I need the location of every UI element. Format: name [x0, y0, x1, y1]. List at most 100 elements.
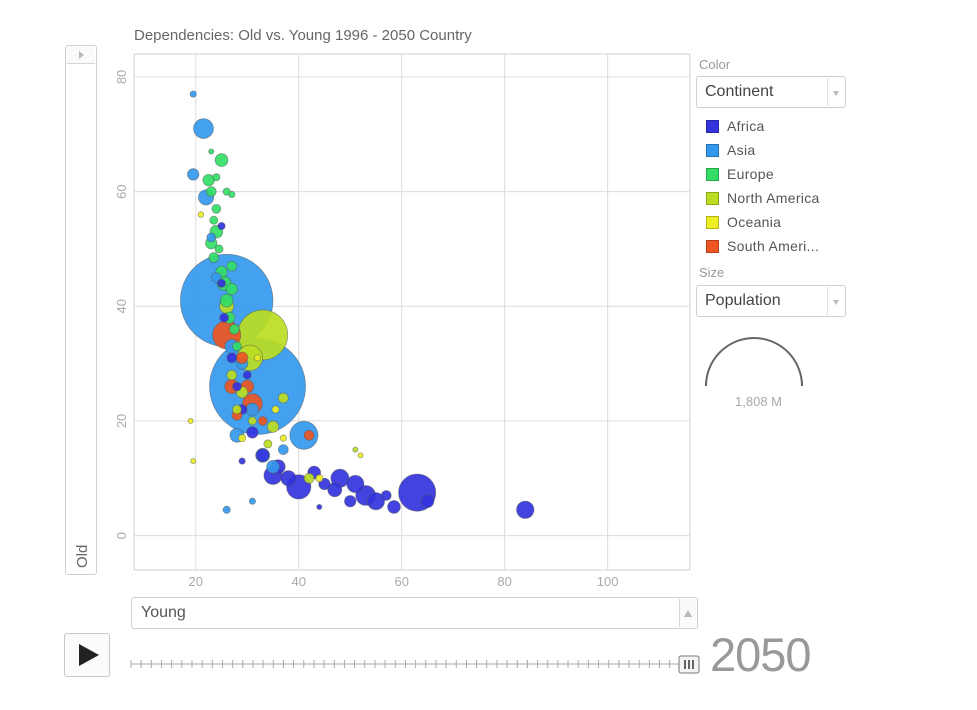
play-button[interactable]	[64, 633, 110, 677]
size-select-value: Population	[705, 292, 781, 309]
legend-item[interactable]: Asia	[706, 138, 820, 162]
data-point[interactable]	[248, 497, 256, 505]
y-axis-collapse-button[interactable]	[67, 47, 95, 64]
legend-item[interactable]: Oceania	[706, 210, 820, 234]
data-point[interactable]	[352, 446, 359, 453]
data-point[interactable]	[303, 472, 315, 484]
color-select-value: Continent	[705, 83, 774, 100]
color-select-dropdown[interactable]	[827, 78, 844, 106]
data-point[interactable]	[387, 500, 401, 514]
data-point[interactable]	[217, 278, 226, 288]
data-point[interactable]	[279, 434, 287, 442]
data-point[interactable]	[263, 439, 273, 449]
y-axis-selector[interactable]	[65, 45, 97, 575]
data-point[interactable]	[225, 282, 238, 296]
legend-label: South Ameri...	[727, 238, 820, 254]
data-point[interactable]	[208, 252, 220, 263]
data-point[interactable]	[303, 429, 315, 441]
legend-item[interactable]: North America	[706, 186, 820, 210]
data-point[interactable]	[255, 448, 270, 463]
data-point[interactable]	[245, 402, 260, 417]
data-point[interactable]	[209, 215, 219, 225]
legend: Africa Asia Europe North America Oceania Sout…	[706, 114, 820, 258]
data-point[interactable]	[222, 505, 231, 514]
data-point[interactable]	[315, 474, 324, 483]
data-point[interactable]	[277, 392, 289, 404]
data-point[interactable]	[205, 186, 217, 197]
legend-swatch	[706, 119, 719, 133]
data-point[interactable]	[238, 434, 247, 443]
data-point[interactable]	[214, 244, 224, 254]
data-point[interactable]	[228, 190, 236, 199]
legend-item[interactable]: South Ameri...	[706, 234, 820, 258]
data-point[interactable]	[187, 417, 194, 424]
data-point[interactable]	[257, 416, 268, 426]
year-label: 2050	[710, 628, 812, 681]
data-point[interactable]	[254, 354, 262, 362]
size-select-dropdown[interactable]	[827, 287, 844, 315]
data-point[interactable]	[226, 352, 238, 364]
data-point[interactable]	[212, 173, 221, 182]
play-icon	[79, 644, 99, 666]
size-reference-value: 1,808 M	[735, 394, 782, 409]
x-axis-selector[interactable]: Young	[131, 597, 698, 629]
data-point[interactable]	[208, 148, 215, 155]
x-tick-label: 100	[597, 574, 619, 589]
data-point[interactable]	[232, 341, 242, 352]
data-point[interactable]	[346, 474, 365, 494]
data-point[interactable]	[380, 490, 392, 501]
data-point[interactable]	[217, 221, 226, 231]
data-point[interactable]	[190, 458, 197, 465]
y-tick-label: 40	[114, 299, 129, 313]
size-select[interactable]: Population	[696, 285, 846, 317]
x-tick-label: 20	[189, 574, 203, 589]
data-point[interactable]	[238, 457, 246, 465]
data-point[interactable]	[266, 420, 280, 433]
data-point[interactable]	[277, 444, 289, 455]
data-point[interactable]	[206, 232, 217, 243]
data-point[interactable]	[420, 494, 435, 509]
data-point[interactable]	[316, 503, 323, 510]
data-point[interactable]	[232, 404, 242, 415]
y-tick-label: 60	[114, 184, 129, 198]
data-point[interactable]	[327, 482, 343, 498]
chart-title: Dependencies: Old vs. Young 1996 - 2050 …	[134, 27, 472, 44]
bubbles	[180, 90, 535, 519]
data-point[interactable]	[193, 118, 214, 139]
color-select[interactable]: Continent	[696, 76, 846, 108]
data-point[interactable]	[211, 203, 222, 214]
data-point[interactable]	[229, 323, 240, 335]
legend-label: Africa	[727, 118, 765, 134]
x-tick-label: 60	[394, 574, 408, 589]
legend-label: Asia	[727, 142, 756, 158]
legend-label: North America	[727, 190, 820, 206]
data-point[interactable]	[235, 351, 249, 365]
data-point[interactable]	[266, 459, 280, 474]
x-axis-scroll-button[interactable]	[679, 599, 696, 627]
data-point[interactable]	[271, 405, 280, 414]
x-axis-label: Young	[141, 604, 186, 621]
data-point[interactable]	[187, 168, 200, 181]
x-tick-label: 80	[497, 574, 511, 589]
legend-item[interactable]: Europe	[706, 162, 820, 186]
data-point[interactable]	[357, 452, 364, 459]
data-point[interactable]	[214, 153, 229, 167]
data-point[interactable]	[516, 500, 535, 519]
data-point[interactable]	[219, 293, 234, 308]
legend-item[interactable]: Africa	[706, 114, 820, 138]
data-point[interactable]	[247, 416, 257, 426]
data-point[interactable]	[246, 426, 259, 439]
data-point[interactable]	[344, 495, 357, 508]
data-point[interactable]	[219, 312, 229, 323]
data-point[interactable]	[242, 370, 252, 380]
data-point[interactable]	[197, 211, 205, 218]
data-point[interactable]	[226, 369, 238, 381]
data-point[interactable]	[232, 381, 242, 392]
data-point[interactable]	[226, 260, 238, 272]
data-point[interactable]	[280, 470, 297, 487]
data-point[interactable]	[366, 492, 385, 511]
timeline-thumb[interactable]	[678, 655, 700, 674]
legend-label: Europe	[727, 166, 774, 182]
data-point[interactable]	[189, 90, 197, 98]
